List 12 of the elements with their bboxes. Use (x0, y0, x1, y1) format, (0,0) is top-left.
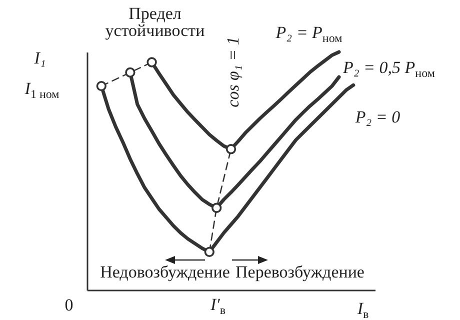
annotation: Перевозбуждение (236, 262, 364, 282)
text: I$_{1 ном}$ (24, 78, 60, 102)
annotation: cos φ₁ = 1 (224, 36, 242, 108)
series-label: P₂ = P$_{ном}$ (276, 22, 342, 46)
series-label: P₂ = 0 (355, 108, 400, 127)
x-axis-title: I$_{в}$ (357, 298, 369, 320)
text: Предел устойчивости (104, 4, 206, 40)
text: I′$_{в}$ (210, 294, 226, 318)
y-axis-title: I₁ (34, 48, 46, 68)
text: 0 (64, 296, 74, 314)
annotation: Недовозбуждение (100, 262, 230, 282)
series-label: P₂ = 0,5 P$_{ном}$ (343, 58, 435, 80)
